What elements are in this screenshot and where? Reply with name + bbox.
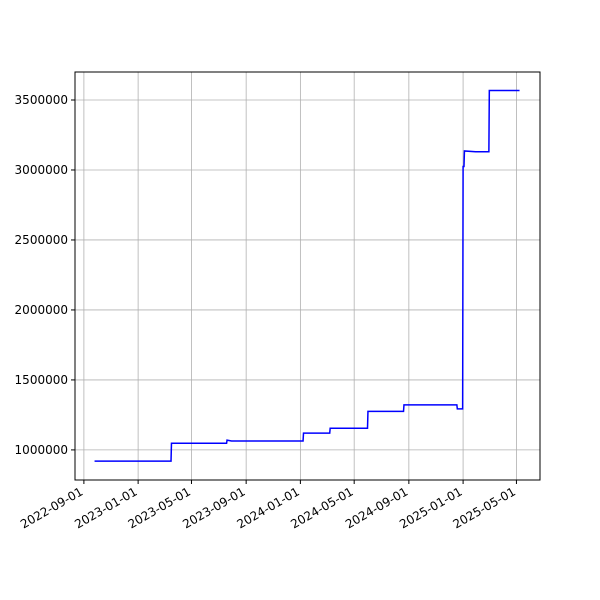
data-line [94, 89, 520, 462]
y-tick-label: 1000000 [15, 443, 68, 457]
y-tick-label: 3500000 [15, 93, 68, 107]
y-tick-label: 1500000 [15, 373, 68, 387]
y-tick-label: 2500000 [15, 233, 68, 247]
y-tick-label: 2000000 [15, 303, 68, 317]
plot-frame [74, 71, 541, 481]
y-tick-label: 3000000 [15, 163, 68, 177]
